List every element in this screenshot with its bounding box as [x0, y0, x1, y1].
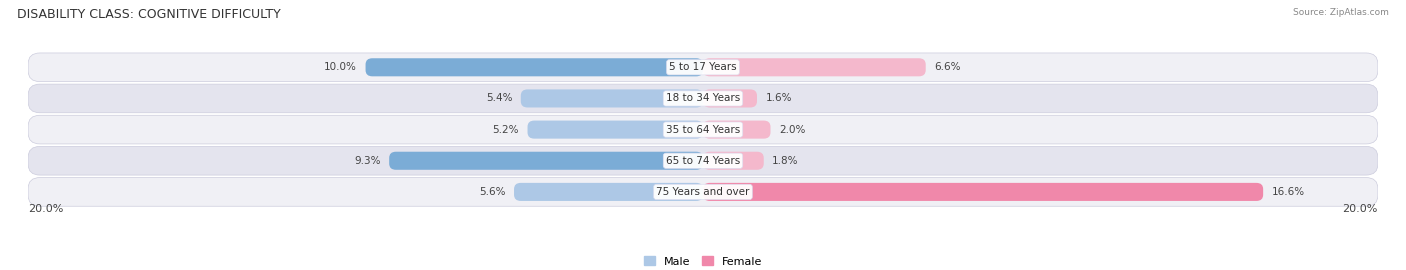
FancyBboxPatch shape — [703, 58, 925, 76]
Text: 20.0%: 20.0% — [28, 204, 63, 214]
Text: 35 to 64 Years: 35 to 64 Years — [666, 124, 740, 135]
Text: 5 to 17 Years: 5 to 17 Years — [669, 62, 737, 72]
Text: 5.4%: 5.4% — [486, 93, 512, 103]
Text: 9.3%: 9.3% — [354, 156, 381, 166]
FancyBboxPatch shape — [366, 58, 703, 76]
FancyBboxPatch shape — [520, 89, 703, 107]
Text: 10.0%: 10.0% — [325, 62, 357, 72]
Text: 2.0%: 2.0% — [779, 124, 806, 135]
Text: 1.8%: 1.8% — [772, 156, 799, 166]
FancyBboxPatch shape — [703, 89, 756, 107]
FancyBboxPatch shape — [703, 121, 770, 139]
Text: Source: ZipAtlas.com: Source: ZipAtlas.com — [1294, 8, 1389, 17]
FancyBboxPatch shape — [28, 146, 1378, 175]
Text: 75 Years and over: 75 Years and over — [657, 187, 749, 197]
Text: 1.6%: 1.6% — [765, 93, 792, 103]
Text: 65 to 74 Years: 65 to 74 Years — [666, 156, 740, 166]
Text: 16.6%: 16.6% — [1271, 187, 1305, 197]
Text: 20.0%: 20.0% — [1343, 204, 1378, 214]
FancyBboxPatch shape — [527, 121, 703, 139]
FancyBboxPatch shape — [28, 84, 1378, 113]
Text: 6.6%: 6.6% — [934, 62, 960, 72]
FancyBboxPatch shape — [703, 183, 1263, 201]
FancyBboxPatch shape — [28, 53, 1378, 82]
Text: 5.2%: 5.2% — [492, 124, 519, 135]
Text: DISABILITY CLASS: COGNITIVE DIFFICULTY: DISABILITY CLASS: COGNITIVE DIFFICULTY — [17, 8, 281, 21]
FancyBboxPatch shape — [389, 152, 703, 170]
Text: 5.6%: 5.6% — [479, 187, 506, 197]
Legend: Male, Female: Male, Female — [644, 256, 762, 266]
FancyBboxPatch shape — [703, 152, 763, 170]
FancyBboxPatch shape — [28, 115, 1378, 144]
Text: 18 to 34 Years: 18 to 34 Years — [666, 93, 740, 103]
FancyBboxPatch shape — [515, 183, 703, 201]
FancyBboxPatch shape — [28, 178, 1378, 206]
